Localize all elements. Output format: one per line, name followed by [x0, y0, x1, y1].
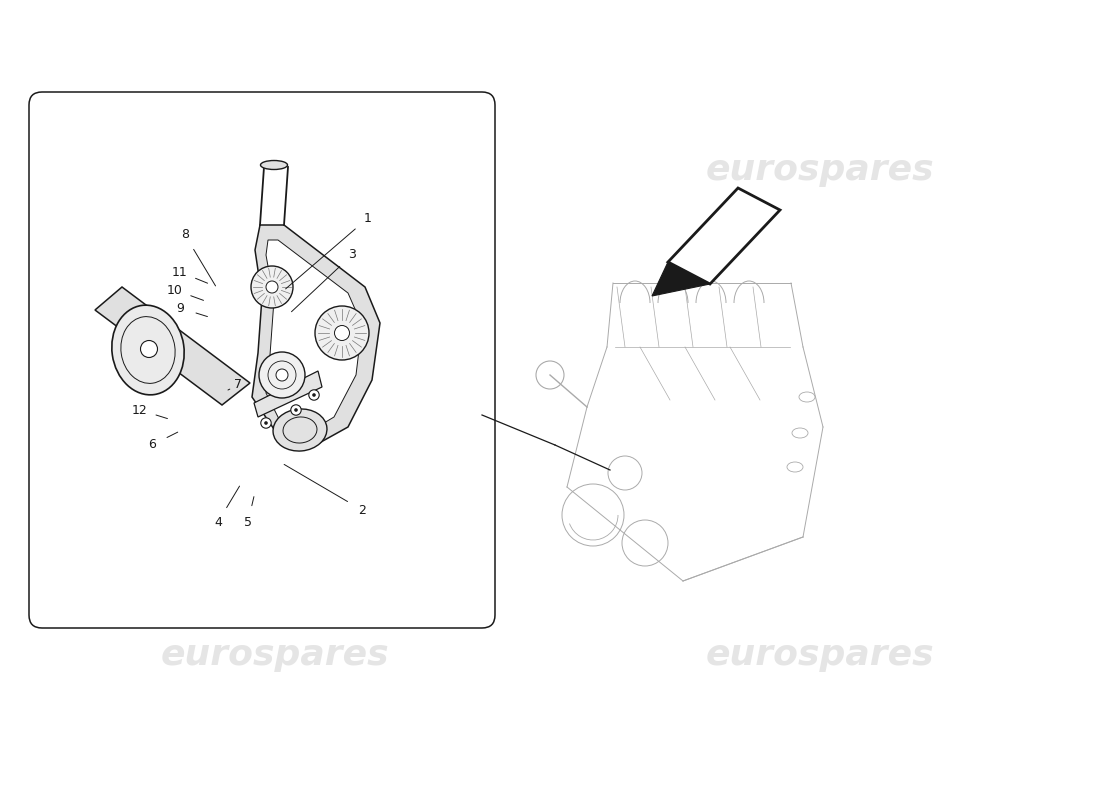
Text: 12: 12	[132, 403, 147, 417]
Text: 7: 7	[234, 378, 242, 391]
Circle shape	[334, 326, 350, 341]
Text: 8: 8	[182, 229, 189, 242]
Text: 5: 5	[244, 515, 252, 529]
Text: 4: 4	[214, 515, 222, 529]
Text: 9: 9	[176, 302, 184, 314]
Circle shape	[266, 281, 278, 293]
Text: 6: 6	[148, 438, 156, 451]
Ellipse shape	[261, 161, 287, 170]
Text: 1: 1	[364, 211, 372, 225]
Circle shape	[261, 418, 272, 428]
Text: eurospares: eurospares	[161, 638, 389, 672]
Ellipse shape	[112, 305, 184, 395]
Circle shape	[276, 369, 288, 381]
Circle shape	[294, 408, 298, 412]
Circle shape	[309, 390, 319, 400]
Text: 11: 11	[172, 266, 188, 278]
Text: eurospares: eurospares	[161, 153, 389, 187]
Text: 3: 3	[348, 249, 356, 262]
Polygon shape	[266, 240, 362, 435]
Circle shape	[290, 405, 301, 415]
Polygon shape	[652, 262, 710, 296]
Text: eurospares: eurospares	[706, 638, 934, 672]
Polygon shape	[668, 188, 780, 284]
Ellipse shape	[273, 409, 327, 451]
Polygon shape	[254, 371, 322, 417]
Text: eurospares: eurospares	[706, 153, 934, 187]
FancyBboxPatch shape	[29, 92, 495, 628]
Circle shape	[312, 393, 316, 397]
Text: 10: 10	[167, 283, 183, 297]
Polygon shape	[252, 225, 380, 447]
Polygon shape	[95, 287, 250, 405]
Text: 2: 2	[359, 503, 366, 517]
Circle shape	[251, 266, 293, 308]
Circle shape	[141, 341, 157, 358]
Circle shape	[315, 306, 368, 360]
Circle shape	[264, 421, 267, 425]
Circle shape	[258, 352, 305, 398]
